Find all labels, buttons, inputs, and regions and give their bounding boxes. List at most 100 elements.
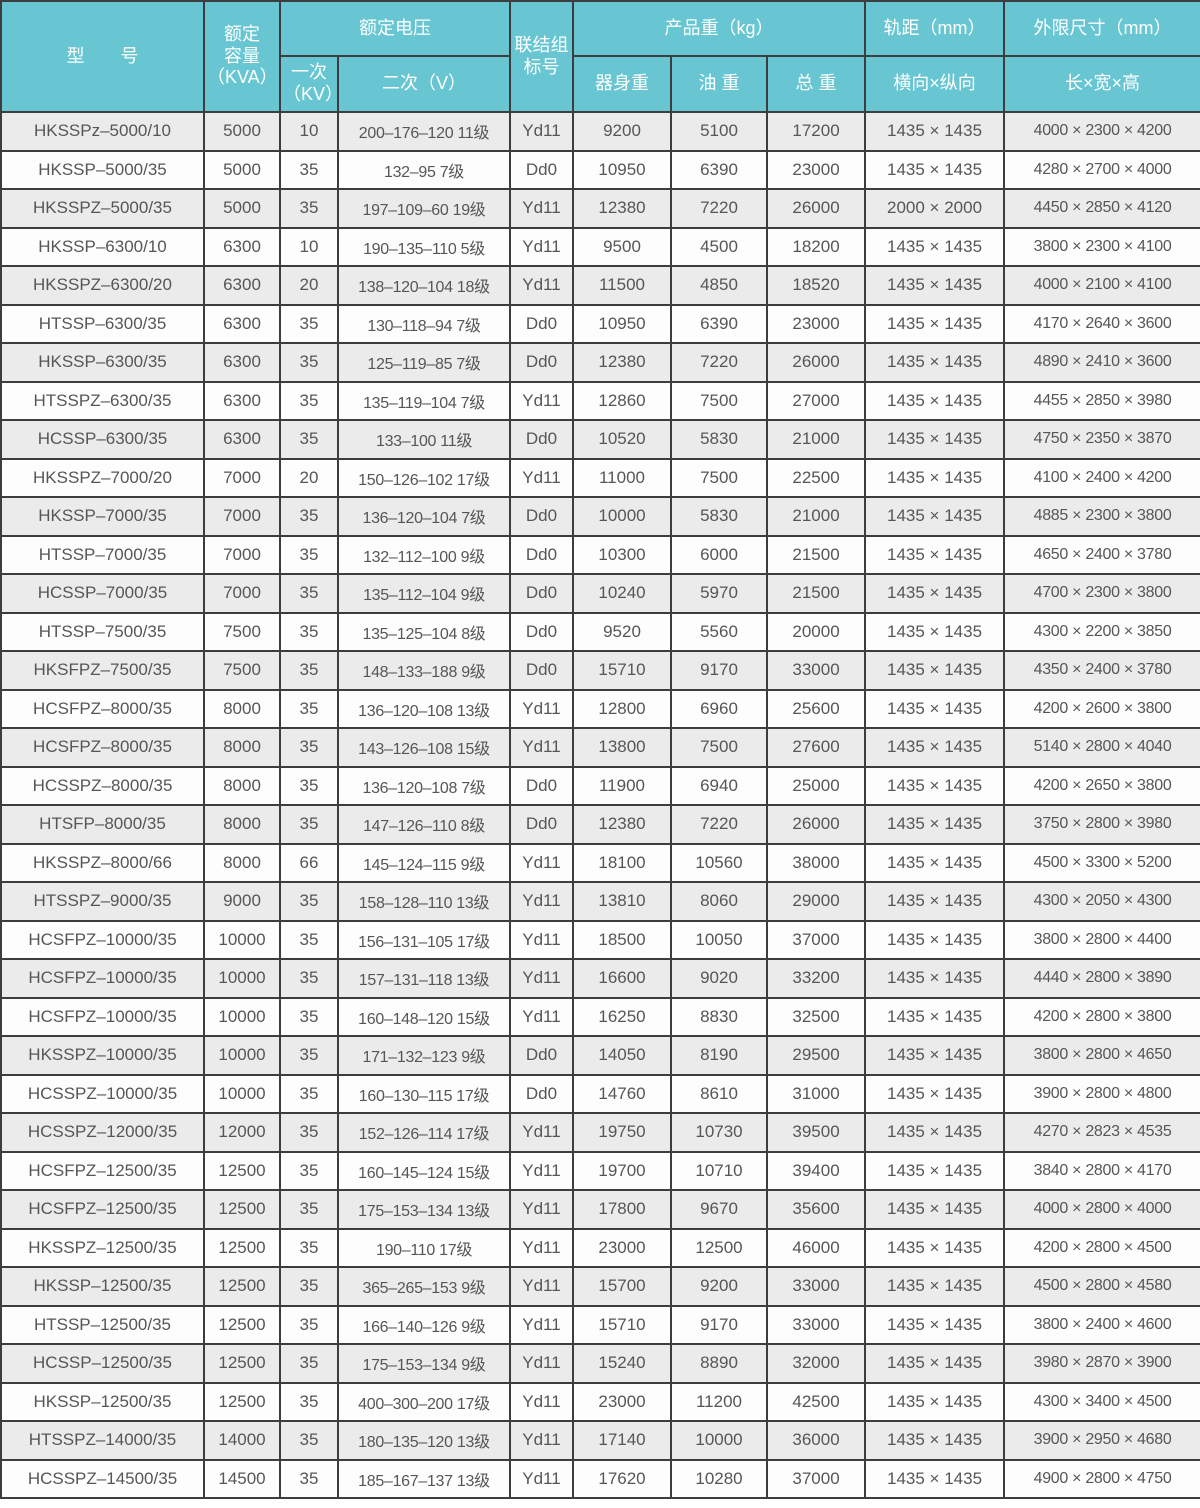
table-cell: 19700 (572, 1150, 672, 1191)
table-cell: 21000 (765, 496, 867, 537)
table-cell: 6390 (670, 303, 768, 344)
col-header-secondary-voltage: 二次（V） (337, 55, 511, 113)
table-cell: 10000 (203, 958, 281, 999)
table-cell: 1435 × 1435 (864, 496, 1006, 537)
col-header-total-weight: 总 重 (765, 55, 867, 113)
table-cell: HTSSPZ–14000/35 (0, 1420, 205, 1461)
table-cell: 18500 (572, 919, 672, 960)
table-cell: HKSSP–6300/10 (0, 226, 205, 267)
table-cell: HTSSP–7500/35 (0, 611, 205, 652)
table-row: HCSFPZ–12500/35 12500 35 175–153–134 13级 Yd1… (0, 1189, 1200, 1230)
table-cell: Yd11 (509, 1458, 574, 1499)
table-cell: 35 (279, 303, 339, 344)
table-cell: HCSSPZ–14500/35 (0, 1458, 205, 1499)
table-cell: 16250 (572, 996, 672, 1037)
table-cell: 10000 (203, 1073, 281, 1114)
table-cell: 12860 (572, 380, 672, 421)
table-cell: 26000 (765, 804, 867, 845)
table-cell: 35 (279, 996, 339, 1037)
table-row: HKSSP–7000/35 7000 35 136–120–104 7级 Dd0 1000… (0, 496, 1200, 537)
table-cell: 10000 (670, 1420, 768, 1461)
table-cell: Dd0 (509, 650, 574, 691)
table-cell: 9670 (670, 1189, 768, 1230)
table-cell: 15240 (572, 1343, 672, 1384)
table-cell: 35 (279, 1150, 339, 1191)
table-cell: 3800 × 2400 × 4600 (1003, 1304, 1200, 1345)
table-row: HCSFPZ–10000/35 10000 35 156–131–105 17级 Yd1… (0, 919, 1200, 960)
table-cell: 6960 (670, 688, 768, 729)
table-cell: 17620 (572, 1458, 672, 1499)
table-cell: Yd11 (509, 688, 574, 729)
table-cell: 4500 × 2800 × 4580 (1003, 1266, 1200, 1307)
table-cell: 8190 (670, 1035, 768, 1076)
table-cell: 175–153–134 9级 (337, 1343, 511, 1384)
table-cell: HKSSP–12500/35 (0, 1266, 205, 1307)
table-row: HCSFPZ–10000/35 10000 35 157–131–118 13级 Yd1… (0, 958, 1200, 999)
table-cell: 35600 (765, 1189, 867, 1230)
table-cell: Yd11 (509, 1266, 574, 1307)
table-cell: HTSSP–7000/35 (0, 534, 205, 575)
table-cell: Dd0 (509, 573, 574, 614)
table-cell: 10280 (670, 1458, 768, 1499)
table-cell: 6300 (203, 380, 281, 421)
table-cell: Yd11 (509, 727, 574, 768)
table-cell: 14760 (572, 1073, 672, 1114)
table-cell: 9500 (572, 226, 672, 267)
table-cell: 17140 (572, 1420, 672, 1461)
table-cell: 10 (279, 111, 339, 152)
table-cell: HCSSPZ–8000/35 (0, 765, 205, 806)
table-cell: 66 (279, 842, 339, 883)
col-header-model: 型 号 (0, 0, 205, 113)
col-header-body-weight: 器身重 (572, 55, 672, 113)
table-cell: 12500 (203, 1227, 281, 1268)
table-cell: 10730 (670, 1112, 768, 1153)
table-cell: 32500 (765, 996, 867, 1037)
table-cell: 35 (279, 342, 339, 383)
table-cell: 1435 × 1435 (864, 765, 1006, 806)
table-cell: HCSFPZ–10000/35 (0, 996, 205, 1037)
table-cell: HCSFPZ–10000/35 (0, 958, 205, 999)
table-cell: 10000 (203, 1035, 281, 1076)
table-cell: 35 (279, 149, 339, 190)
table-cell: 7220 (670, 804, 768, 845)
table-cell: 138–120–104 18级 (337, 265, 511, 306)
table-cell: 23000 (765, 303, 867, 344)
table-row: HKSFPZ–7500/35 7500 35 148–133–188 9级 Dd0 157… (0, 650, 1200, 691)
table-cell: 4280 × 2700 × 4000 (1003, 149, 1200, 190)
table-row: HCSFPZ–8000/35 8000 35 136–120–108 13级 Yd11 1… (0, 688, 1200, 729)
col-header-product-weight-group: 产品重（kg） (571, 0, 867, 57)
table-cell: 37000 (765, 919, 867, 960)
table-cell: 7500 (203, 611, 281, 652)
table-cell: 10000 (203, 996, 281, 1037)
table-cell: 4000 × 2800 × 4000 (1003, 1189, 1200, 1230)
table-cell: 1435 × 1435 (864, 1304, 1006, 1345)
table-cell: 160–145–124 15级 (337, 1150, 511, 1191)
table-cell: 6300 (203, 419, 281, 460)
table-cell: 18200 (765, 226, 867, 267)
table-cell: 365–265–153 9级 (337, 1266, 511, 1307)
table-cell: 1435 × 1435 (864, 1266, 1006, 1307)
table-row: HKSSP–12500/35 12500 35 365–265–153 9级 Yd11 1… (0, 1266, 1200, 1307)
table-cell: 11900 (572, 765, 672, 806)
table-cell: 4450 × 2850 × 4120 (1003, 188, 1200, 229)
table-cell: 7500 (670, 380, 768, 421)
table-cell: 35 (279, 573, 339, 614)
table-cell: HKSSPZ–12500/35 (0, 1227, 205, 1268)
table-cell: 3800 × 2800 × 4650 (1003, 1035, 1200, 1076)
table-cell: 36000 (765, 1420, 867, 1461)
table-cell: 8830 (670, 996, 768, 1037)
table-cell: 35 (279, 1458, 339, 1499)
table-cell: Yd11 (509, 226, 574, 267)
table-cell: 1435 × 1435 (864, 611, 1006, 652)
table-row: HCSSPZ–10000/35 10000 35 160–130–115 17级 Dd0… (0, 1073, 1200, 1114)
table-row: HTSFP–8000/35 8000 35 147–126–110 8级 Dd0 1238… (0, 804, 1200, 845)
table-cell: 15700 (572, 1266, 672, 1307)
table-cell: 46000 (765, 1227, 867, 1268)
table-cell: 4000 × 2100 × 4100 (1003, 265, 1200, 306)
table-cell: 35 (279, 1035, 339, 1076)
table-cell: 18520 (765, 265, 867, 306)
table-cell: 156–131–105 17级 (337, 919, 511, 960)
table-cell: 5000 (203, 149, 281, 190)
table-cell: Yd11 (509, 919, 574, 960)
